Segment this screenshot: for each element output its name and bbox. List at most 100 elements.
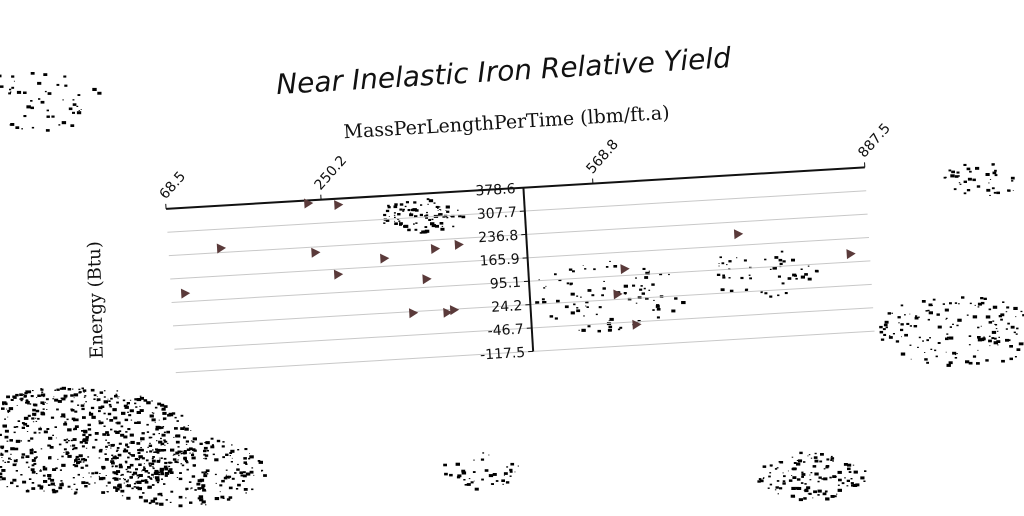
noise-speck (81, 404, 85, 407)
noise-speck (749, 275, 751, 276)
noise-speck (1007, 323, 1010, 325)
y-tick-label: 24.2 (491, 298, 523, 316)
noise-speck (719, 266, 720, 267)
noise-speck (770, 269, 772, 270)
noise-speck (989, 195, 991, 196)
noise-speck (801, 472, 803, 474)
noise-speck (831, 456, 833, 457)
noise-speck (84, 395, 86, 396)
noise-speck (0, 434, 2, 436)
noise-speck (803, 461, 805, 463)
noise-speck (853, 465, 854, 466)
noise-speck (83, 430, 87, 433)
noise-speck (989, 345, 990, 346)
noise-speck (938, 326, 942, 329)
noise-speck (996, 328, 998, 329)
noise-speck (178, 455, 180, 456)
noise-speck (609, 326, 613, 329)
noise-speck (213, 454, 215, 456)
noise-speck (55, 426, 58, 428)
noise-speck (171, 462, 173, 463)
noise-speck (1, 407, 5, 410)
noise-speck (836, 494, 837, 495)
noise-speck (403, 225, 407, 228)
noise-speck (144, 463, 145, 464)
noise-speck (174, 427, 178, 430)
noise-speck (681, 301, 686, 304)
noise-speck (67, 455, 71, 458)
noise-speck (32, 413, 36, 416)
noise-speck (9, 439, 13, 442)
noise-speck (99, 457, 101, 458)
noise-speck (146, 424, 148, 426)
noise-speck (125, 431, 127, 433)
noise-speck (115, 465, 118, 467)
noise-speck (736, 257, 737, 258)
noise-speck (992, 331, 996, 334)
noise-speck (808, 278, 812, 281)
noise-speck (163, 417, 167, 420)
noise-speck (135, 458, 138, 460)
noise-speck (955, 354, 956, 355)
noise-speck (5, 436, 9, 439)
noise-speck (138, 455, 142, 458)
noise-speck (632, 285, 635, 287)
noise-speck (140, 396, 142, 397)
noise-speck (415, 222, 417, 224)
noise-speck (504, 475, 505, 476)
noise-speck (22, 481, 26, 484)
noise-speck (134, 403, 136, 405)
noise-speck (68, 440, 70, 441)
noise-speck (165, 472, 169, 475)
noise-speck (82, 445, 85, 447)
noise-speck (72, 112, 75, 114)
noise-speck (198, 479, 203, 482)
noise-speck (6, 409, 7, 410)
noise-speck (9, 89, 11, 91)
noise-speck (110, 398, 113, 400)
noise-speck (967, 168, 971, 171)
noise-speck (819, 461, 822, 463)
noise-speck (824, 468, 826, 469)
noise-speck (78, 94, 81, 96)
noise-speck (37, 418, 40, 420)
noise-speck (189, 447, 193, 450)
noise-speck (229, 496, 233, 499)
noise-speck (761, 292, 763, 294)
noise-speck (904, 334, 908, 337)
noise-speck (420, 214, 423, 216)
noise-speck (148, 472, 150, 474)
noise-speck (216, 483, 217, 484)
noise-speck (138, 477, 140, 478)
noise-speck (179, 478, 183, 480)
noise-speck (72, 445, 75, 447)
noise-speck (778, 493, 779, 494)
noise-speck (671, 310, 675, 313)
noise-speck (161, 443, 165, 445)
noise-speck (34, 457, 37, 459)
noise-speck (70, 409, 73, 411)
noise-speck (924, 358, 928, 360)
noise-speck (446, 211, 449, 213)
data-point-marker (431, 243, 441, 254)
noise-speck (142, 492, 144, 494)
noise-speck (545, 286, 546, 287)
noise-speck (601, 294, 604, 296)
noise-speck (413, 223, 415, 224)
noise-speck (844, 463, 848, 466)
noise-speck (491, 483, 494, 485)
noise-speck (911, 359, 912, 360)
noise-speck (826, 458, 829, 460)
noise-speck (219, 484, 222, 486)
noise-speck (102, 433, 106, 436)
noise-speck (157, 403, 161, 406)
y-axis-line (523, 188, 533, 352)
noise-speck (47, 116, 50, 118)
noise-speck (21, 128, 23, 129)
noise-speck (129, 486, 130, 487)
noise-speck (88, 473, 89, 474)
noise-speck (17, 91, 21, 94)
noise-speck (23, 92, 27, 95)
noise-speck (830, 460, 832, 462)
noise-speck (12, 479, 16, 482)
